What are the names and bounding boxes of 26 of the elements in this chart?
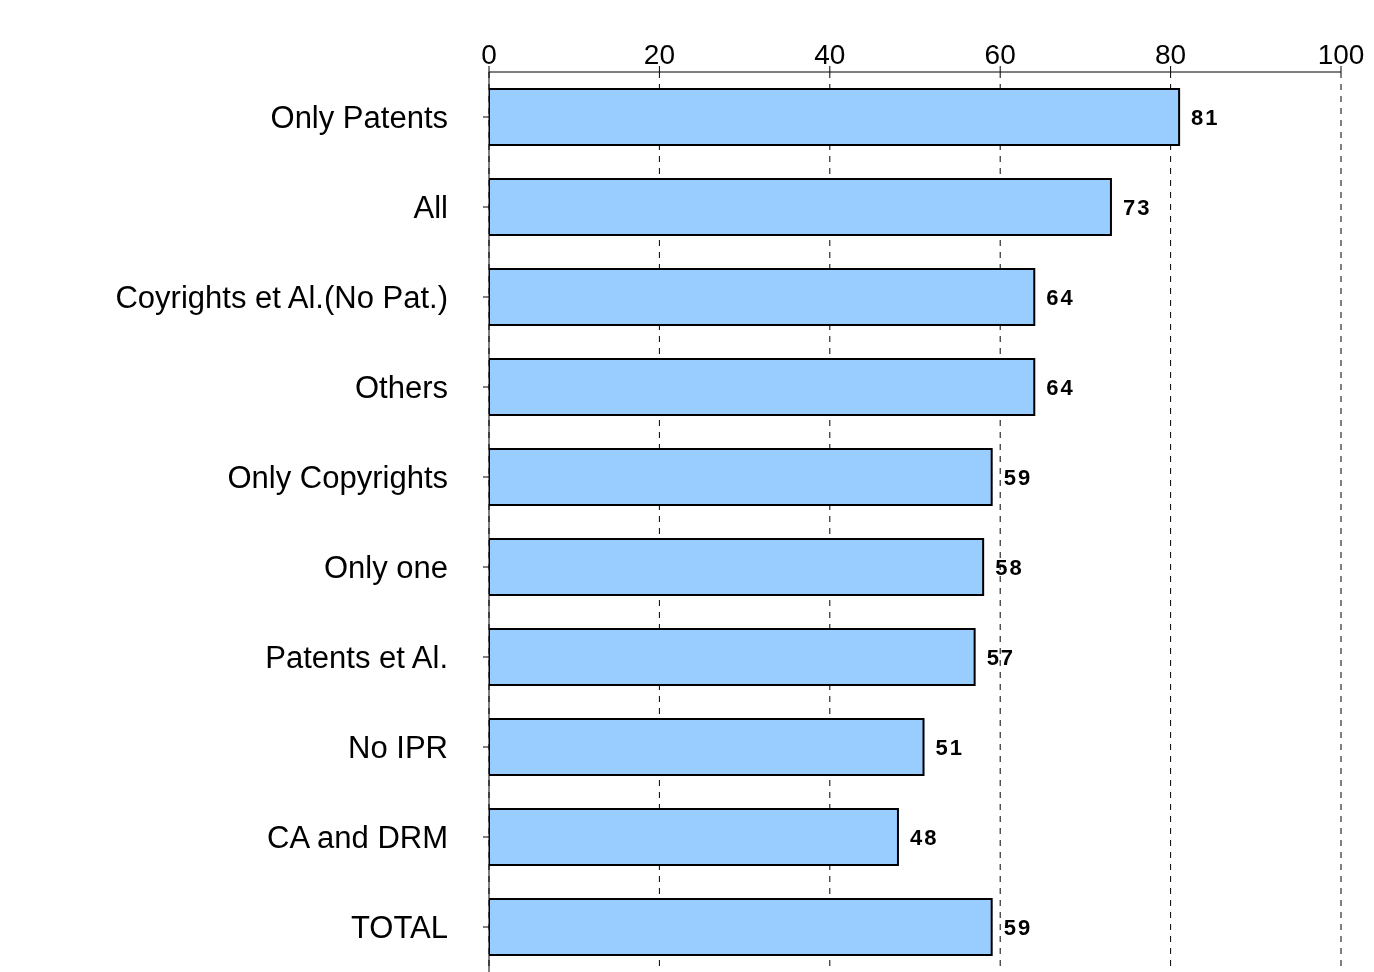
x-tick-label: 20 — [643, 39, 675, 70]
data-label: 81 — [1191, 104, 1220, 130]
x-tick-label: 0 — [481, 39, 497, 70]
data-label: 64 — [1046, 374, 1075, 400]
y-tick-label: Only one — [323, 550, 448, 586]
y-tick-label: Only Patents — [270, 100, 448, 136]
x-tick-label: 80 — [1155, 39, 1187, 70]
data-label: 57 — [986, 644, 1016, 670]
y-tick-label: Patents et Al. — [265, 640, 448, 676]
x-tick-label: 60 — [984, 39, 1016, 70]
y-tick-label: No IPR — [348, 730, 448, 766]
data-label: 59 — [1003, 914, 1033, 940]
data-label: 58 — [995, 554, 1024, 580]
data-label: 51 — [935, 734, 964, 760]
data-label: 73 — [1122, 194, 1152, 220]
y-tick-label: Coyrights et Al.(No Pat.) — [115, 280, 448, 316]
x-tick-label: 40 — [814, 39, 846, 70]
y-tick-label: All — [413, 190, 448, 226]
data-label: 59 — [1003, 464, 1033, 490]
y-tick-label: CA and DRM — [267, 820, 448, 856]
data-label: 64 — [1046, 284, 1075, 310]
y-tick-label: Others — [354, 370, 448, 406]
y-tick-label: TOTAL — [350, 910, 448, 946]
x-tick-label: 100 — [1317, 39, 1365, 70]
data-label: 48 — [909, 824, 939, 850]
y-tick-label: Only Copyrights — [227, 460, 448, 496]
